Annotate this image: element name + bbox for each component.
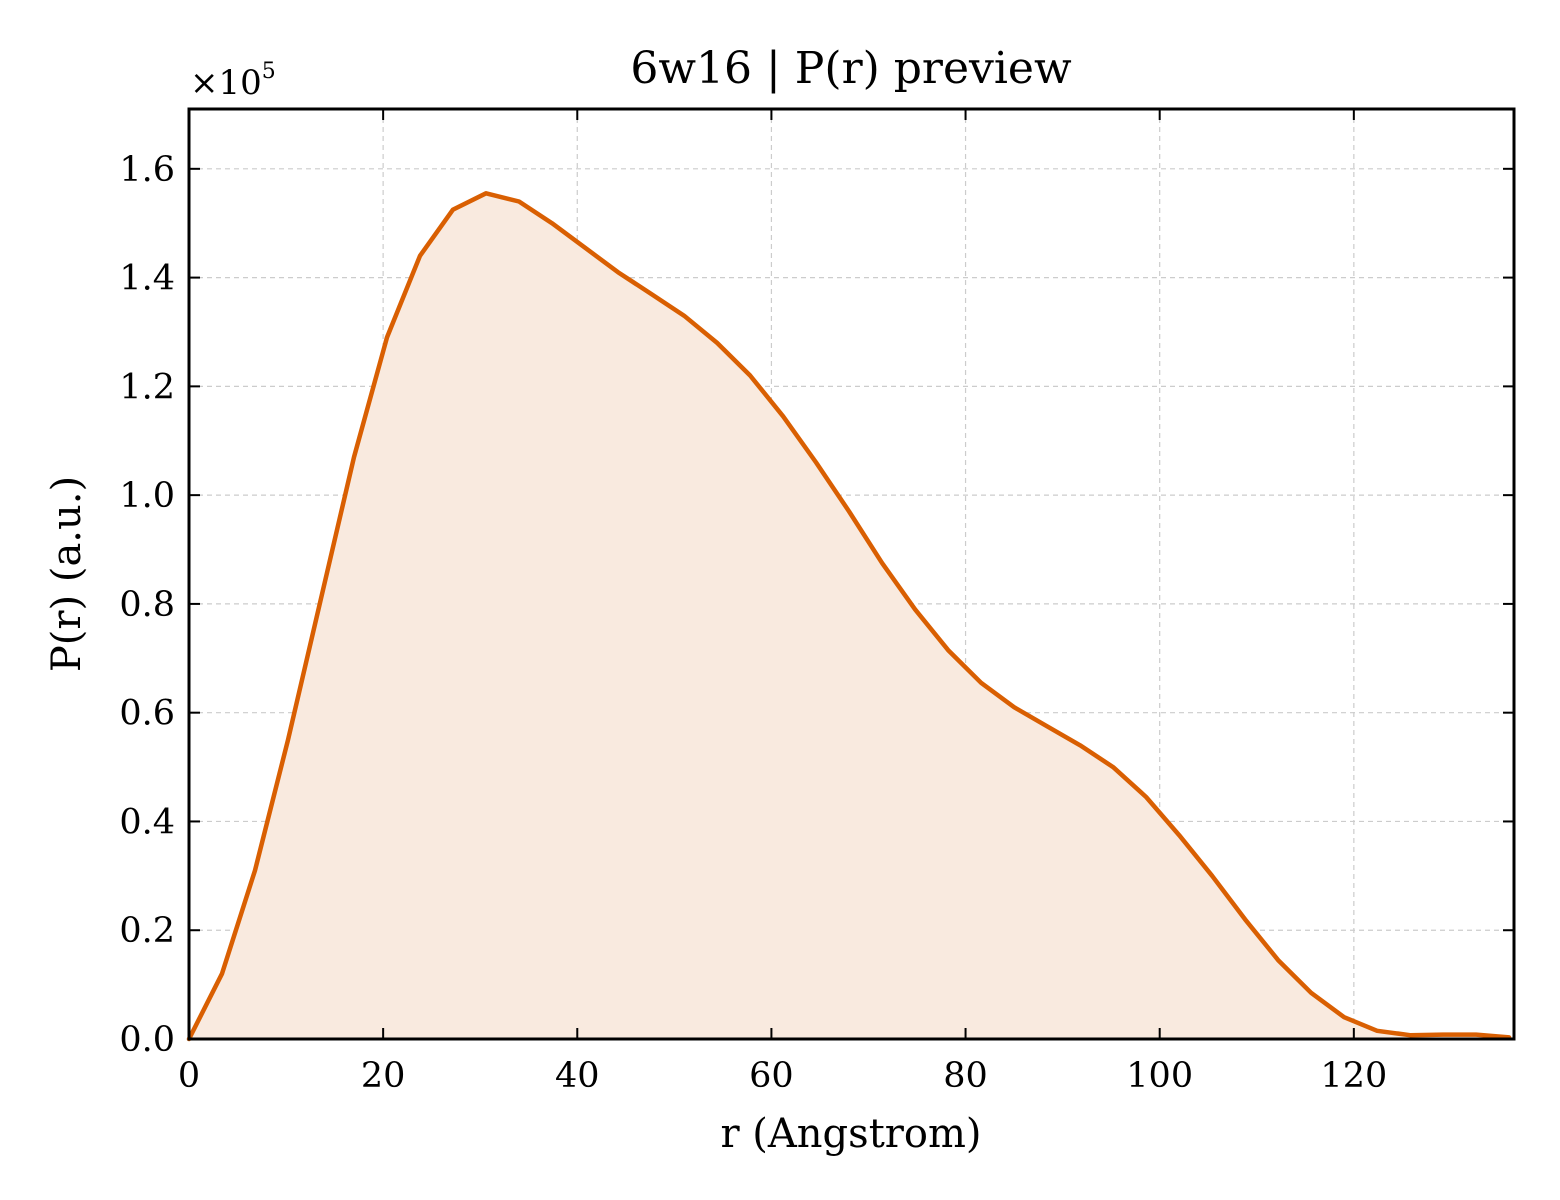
series-area-fill — [189, 193, 1510, 1040]
x-tick-label: 100 — [1126, 1056, 1193, 1096]
x-tick-label: 120 — [1320, 1056, 1387, 1096]
x-tick-label: 80 — [943, 1056, 988, 1096]
x-tick-label: 40 — [555, 1056, 600, 1096]
y-axis-title: P(r) (a.u.) — [44, 476, 90, 672]
plot-frame — [187, 107, 1516, 1041]
y-axis-multiplier-exponent: 5 — [262, 59, 276, 84]
x-tick-label: 60 — [749, 1056, 794, 1096]
y-axis-multiplier: ×105 — [190, 59, 276, 103]
series-line — [186, 191, 1512, 1042]
y-tick-label: 1.6 — [119, 150, 175, 190]
chart-title: 6w16 | P(r) preview — [630, 43, 1072, 94]
y-tick-label: 0.2 — [119, 911, 175, 951]
y-tick-label: 0.8 — [119, 585, 175, 625]
x-axis-title: r (Angstrom) — [720, 1111, 981, 1157]
ticks: 0 20 40 60 80 100 120 0.0 0.2 0.4 0.6 0.8 1.0 1.2 1.4 1… — [119, 109, 1514, 1096]
y-tick-label: 0.6 — [119, 694, 175, 734]
x-tick-label: 20 — [361, 1056, 406, 1096]
y-axis-multiplier-base: ×10 — [190, 63, 262, 103]
y-tick-label: 0.0 — [119, 1020, 175, 1060]
y-tick-label: 0.4 — [119, 802, 175, 842]
y-tick-label: 1.0 — [119, 476, 175, 516]
x-tick-label: 0 — [178, 1056, 200, 1096]
y-tick-label: 1.2 — [119, 367, 175, 407]
y-tick-label: 1.4 — [119, 259, 175, 299]
